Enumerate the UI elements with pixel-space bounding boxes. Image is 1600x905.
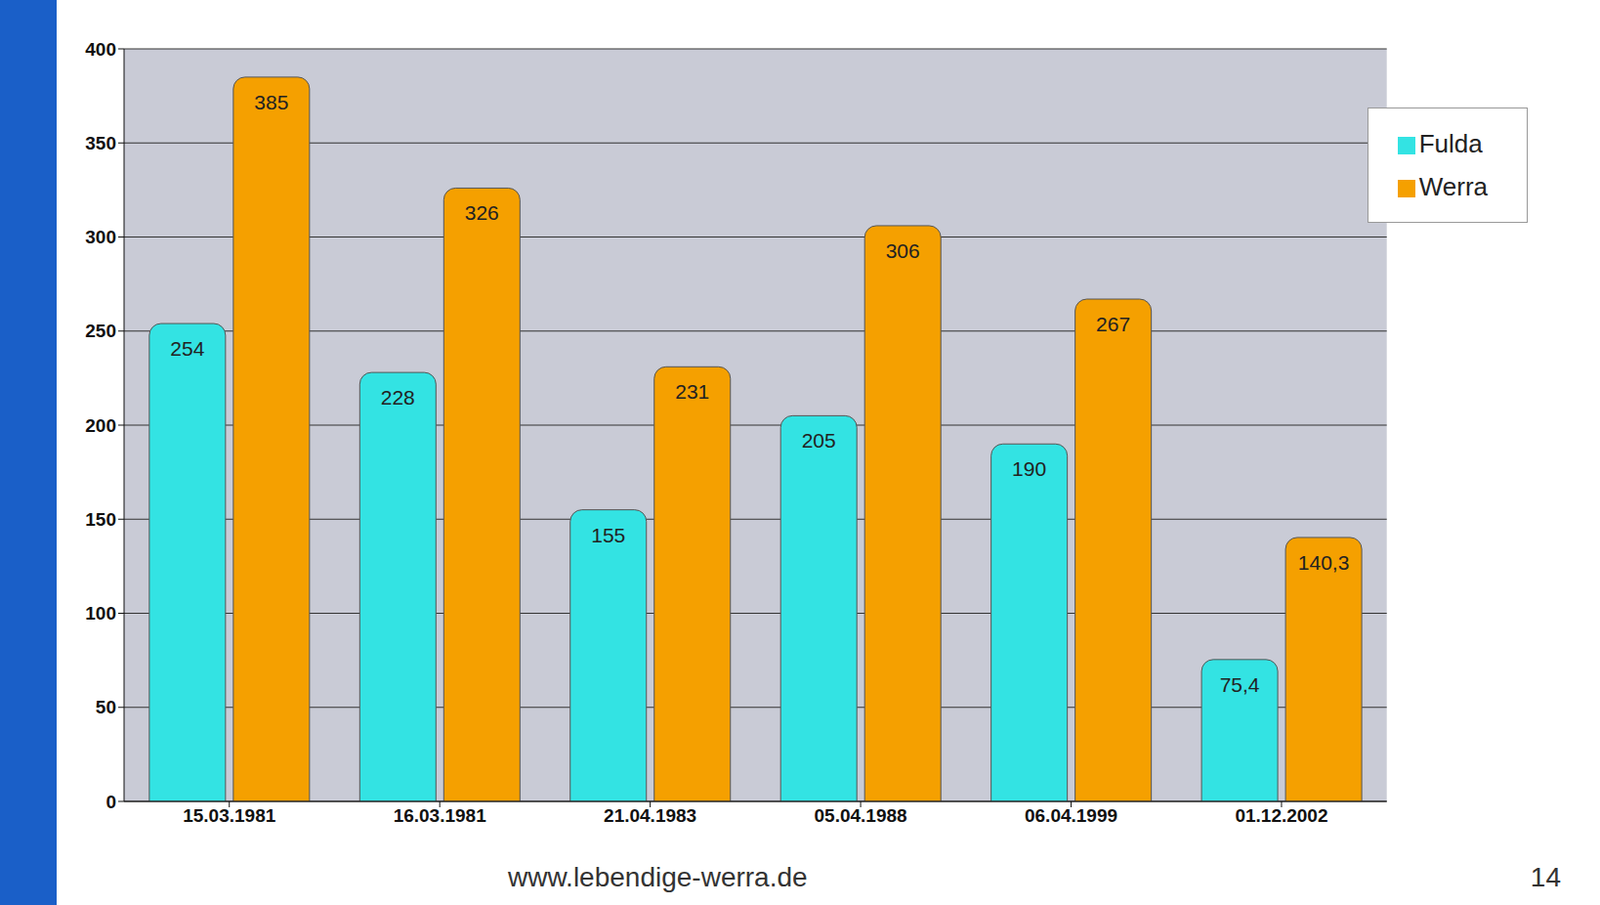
html-text:www.lebendige-werra.de: www.lebendige-werra.de bbox=[507, 861, 808, 892]
svg-text:250: 250 bbox=[84, 320, 117, 341]
svg-text:100: 100 bbox=[84, 602, 117, 624]
svg-text:15.03.1981: 15.03.1981 bbox=[182, 804, 277, 826]
svg-text:267: 267 bbox=[1095, 312, 1131, 336]
html-text:14: 14 bbox=[1530, 861, 1561, 892]
svg-text:306: 306 bbox=[885, 239, 921, 262]
svg-text:155: 155 bbox=[590, 523, 626, 547]
svg-text:16.03.1981: 16.03.1981 bbox=[393, 804, 488, 826]
svg-text:21.04.1983: 21.04.1983 bbox=[603, 804, 697, 826]
html-text:Fulda: Fulda bbox=[1418, 128, 1483, 159]
svg-text:205: 205 bbox=[801, 428, 837, 452]
svg-text:200: 200 bbox=[84, 415, 117, 436]
svg-text:75,4: 75,4 bbox=[1220, 673, 1261, 696]
svg-text:50: 50 bbox=[95, 696, 117, 717]
svg-text:228: 228 bbox=[380, 385, 416, 409]
svg-text:231: 231 bbox=[674, 379, 710, 403]
svg-text:400: 400 bbox=[84, 39, 117, 60]
svg-text:01.12.2002: 01.12.2002 bbox=[1234, 804, 1328, 826]
svg-text:254: 254 bbox=[169, 336, 205, 360]
svg-text:150: 150 bbox=[84, 508, 117, 530]
svg-text:0: 0 bbox=[105, 791, 117, 812]
svg-text:350: 350 bbox=[84, 132, 117, 154]
svg-text:190: 190 bbox=[1011, 457, 1047, 480]
svg-text:326: 326 bbox=[464, 201, 500, 224]
html-text:Werra: Werra bbox=[1418, 171, 1488, 202]
svg-text:385: 385 bbox=[253, 90, 289, 114]
svg-text:05.04.1988: 05.04.1988 bbox=[814, 804, 908, 826]
svg-text:300: 300 bbox=[84, 226, 117, 248]
svg-text:140,3: 140,3 bbox=[1298, 550, 1350, 574]
svg-text:06.04.1999: 06.04.1999 bbox=[1024, 804, 1118, 826]
